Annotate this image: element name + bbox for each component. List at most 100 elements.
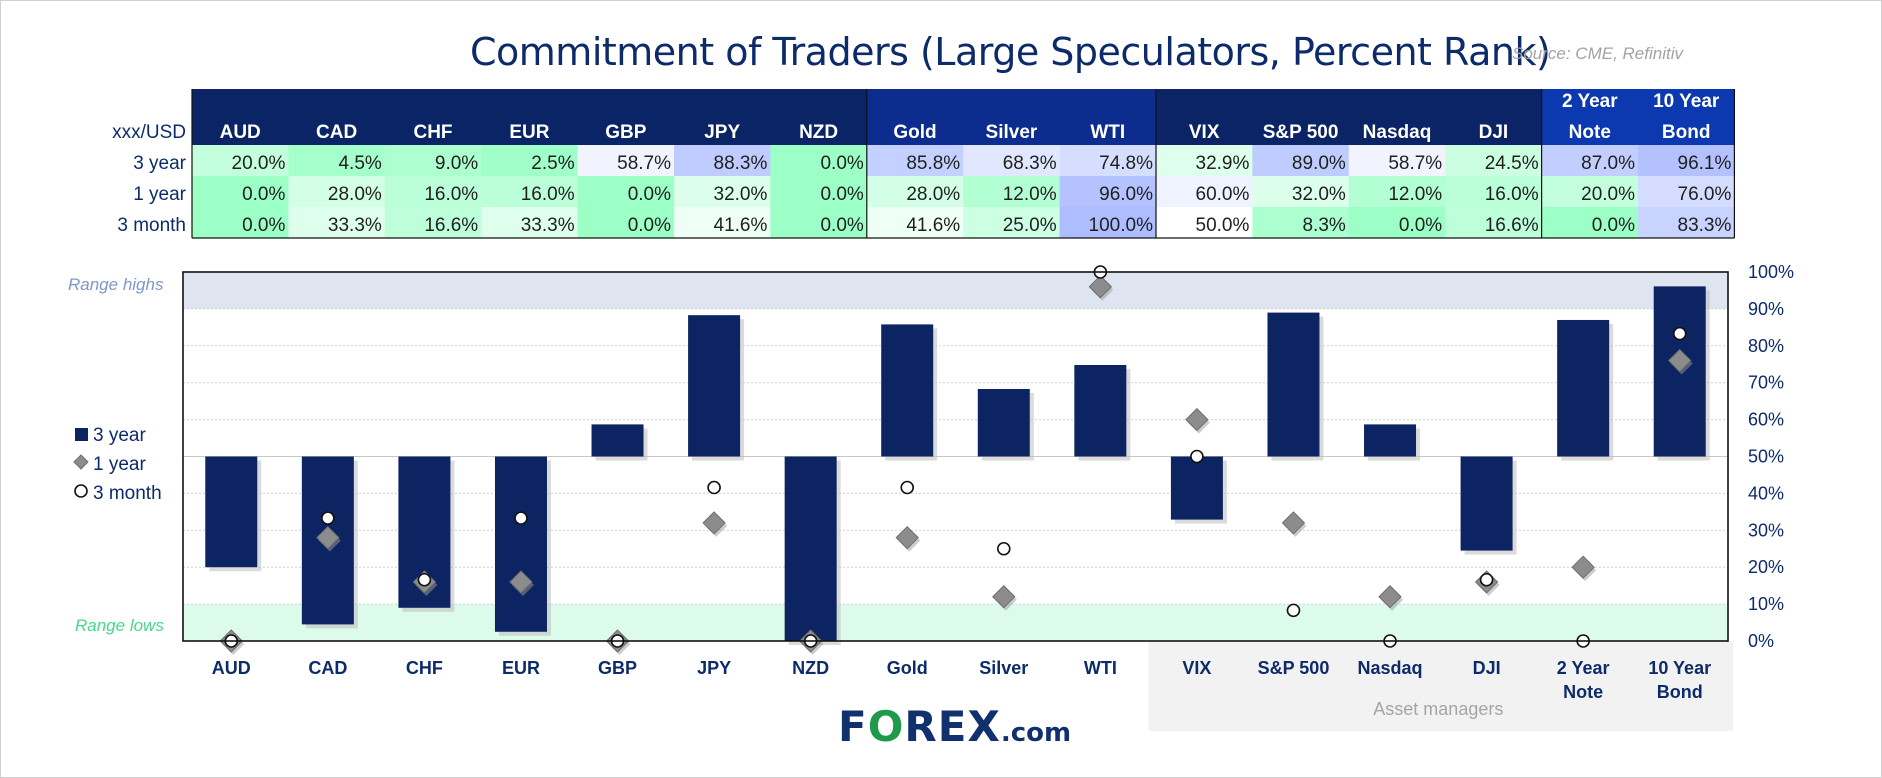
- table-cell: [1252, 176, 1350, 207]
- x-category-label: 2 Year: [1557, 658, 1610, 678]
- table-header-label: Bond: [1662, 122, 1711, 143]
- table-header-label: S&P 500: [1263, 122, 1339, 143]
- table-cell: [963, 176, 1061, 207]
- range-low-label: Range lows: [75, 616, 164, 635]
- table-cell: [577, 145, 675, 176]
- y-tick-label: 90%: [1748, 299, 1784, 319]
- table-header-label: WTI: [1090, 122, 1125, 143]
- table-cell: [1638, 145, 1735, 176]
- table-header-label: 2 Year: [1562, 91, 1618, 112]
- table-cell: [963, 145, 1061, 176]
- table-cell: [1059, 207, 1157, 238]
- table-cell-value: 16.6%: [424, 215, 478, 236]
- x-category-label: CHF: [406, 658, 443, 678]
- table-cell: [1156, 176, 1253, 207]
- bar-3-year: [1460, 456, 1513, 551]
- table-header-cell: [674, 89, 771, 145]
- table-cell: [674, 145, 771, 176]
- table-cell-value: 16.6%: [1485, 215, 1539, 236]
- table-cell-value: 74.8%: [1099, 153, 1153, 174]
- table-cell-value: 33.3%: [521, 215, 575, 236]
- marker-1-year: [1281, 511, 1306, 535]
- table-cell: [1638, 207, 1735, 238]
- table-cell: [192, 145, 289, 176]
- table-cell-value: 0.0%: [1592, 215, 1635, 236]
- bar-3-year: [1557, 319, 1610, 457]
- table-header-cell: [1156, 89, 1253, 145]
- table-header-label: JPY: [704, 122, 740, 143]
- bar-3-year: [1170, 456, 1223, 520]
- table-header-label: Note: [1569, 122, 1611, 143]
- asset-managers-band: [1148, 641, 1733, 731]
- table-cell: [481, 207, 579, 238]
- table-header-label: DJI: [1479, 122, 1509, 143]
- marker-1-year: [1571, 555, 1595, 579]
- table-cell: [866, 176, 964, 207]
- bar-3-year: [1267, 312, 1320, 457]
- table-corner-label: xxx/USD: [112, 122, 186, 143]
- table-cell: [1059, 176, 1157, 207]
- legend-label: 3 month: [93, 483, 162, 504]
- y-tick-label: 40%: [1748, 483, 1784, 503]
- x-category-label: Silver: [979, 658, 1028, 678]
- table-header-cell: [1445, 89, 1543, 145]
- range-high-band: [183, 272, 1728, 309]
- table-cell-value: 0.0%: [628, 184, 671, 205]
- table-header-cell: [770, 89, 868, 145]
- table-cell-value: 25.0%: [1003, 215, 1057, 236]
- table-cell-value: 28.0%: [328, 184, 382, 205]
- table-cell-value: 0.0%: [820, 153, 863, 174]
- x-category-label: JPY: [697, 658, 731, 678]
- marker-1-year: [1088, 275, 1113, 299]
- x-category-label: NZD: [792, 658, 829, 678]
- table-header-label: Nasdaq: [1363, 122, 1432, 143]
- marker-3-month: [1190, 449, 1204, 464]
- table-header-label: GBP: [605, 122, 647, 143]
- table-header-cell: [481, 89, 579, 145]
- table-header-label: Gold: [893, 122, 936, 143]
- table-cell-value: 4.5%: [338, 153, 381, 174]
- x-category-label: Gold: [887, 658, 928, 678]
- table-cell-value: 68.3%: [1003, 153, 1057, 174]
- table-cell: [288, 145, 386, 176]
- table-cell-value: 41.6%: [714, 215, 768, 236]
- table-cell: [288, 176, 386, 207]
- table-header-label: CHF: [413, 122, 452, 143]
- marker-3-month: [1479, 572, 1494, 587]
- table-cell-value: 16.0%: [1485, 184, 1539, 205]
- table-cell: [1348, 176, 1446, 207]
- marker-3-month: [417, 572, 432, 587]
- x-category-label: 10 Year: [1648, 658, 1711, 678]
- y-tick-label: 0%: [1748, 631, 1774, 651]
- asset-managers-label: Asset managers: [1373, 699, 1503, 719]
- bar-3-year: [494, 456, 547, 632]
- bar-3-year: [688, 315, 741, 457]
- marker-3-month: [996, 541, 1011, 556]
- table-cell-value: 88.3%: [714, 153, 768, 174]
- bar-3-year: [205, 456, 258, 568]
- marker-1-year: [1668, 348, 1692, 373]
- source-note: Source: CME, Refinitiv: [1512, 44, 1683, 63]
- table-cell-value: 58.7%: [1388, 153, 1442, 174]
- x-category-label: Nasdaq: [1358, 658, 1423, 678]
- table-header-cell: [288, 89, 386, 145]
- table-cell-value: 24.5%: [1485, 153, 1539, 174]
- legend-label: 1 year: [93, 454, 146, 475]
- y-tick-label: 70%: [1748, 373, 1784, 393]
- table-cell: [1541, 145, 1639, 176]
- range-high-label: Range highs: [68, 275, 164, 294]
- x-category-label: EUR: [502, 658, 540, 678]
- bar-3-year: [591, 424, 644, 457]
- table-cell-value: 16.0%: [521, 184, 575, 205]
- table-cell: [1638, 176, 1735, 207]
- y-tick-label: 20%: [1748, 557, 1784, 577]
- table-row-label: 1 year: [133, 184, 186, 205]
- y-tick-label: 10%: [1748, 594, 1784, 614]
- x-category-label: VIX: [1182, 658, 1211, 678]
- y-tick-label: 50%: [1748, 447, 1784, 467]
- marker-3-month: [1286, 603, 1301, 618]
- table-header-cell: [1638, 89, 1735, 145]
- table-cell: [288, 207, 386, 238]
- table-header-cell: [192, 89, 289, 145]
- x-category-label: Note: [1563, 682, 1603, 702]
